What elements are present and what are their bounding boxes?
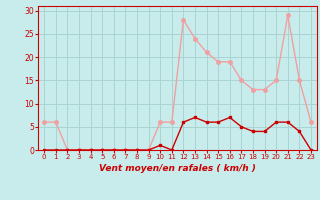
X-axis label: Vent moyen/en rafales ( km/h ): Vent moyen/en rafales ( km/h ): [99, 164, 256, 173]
